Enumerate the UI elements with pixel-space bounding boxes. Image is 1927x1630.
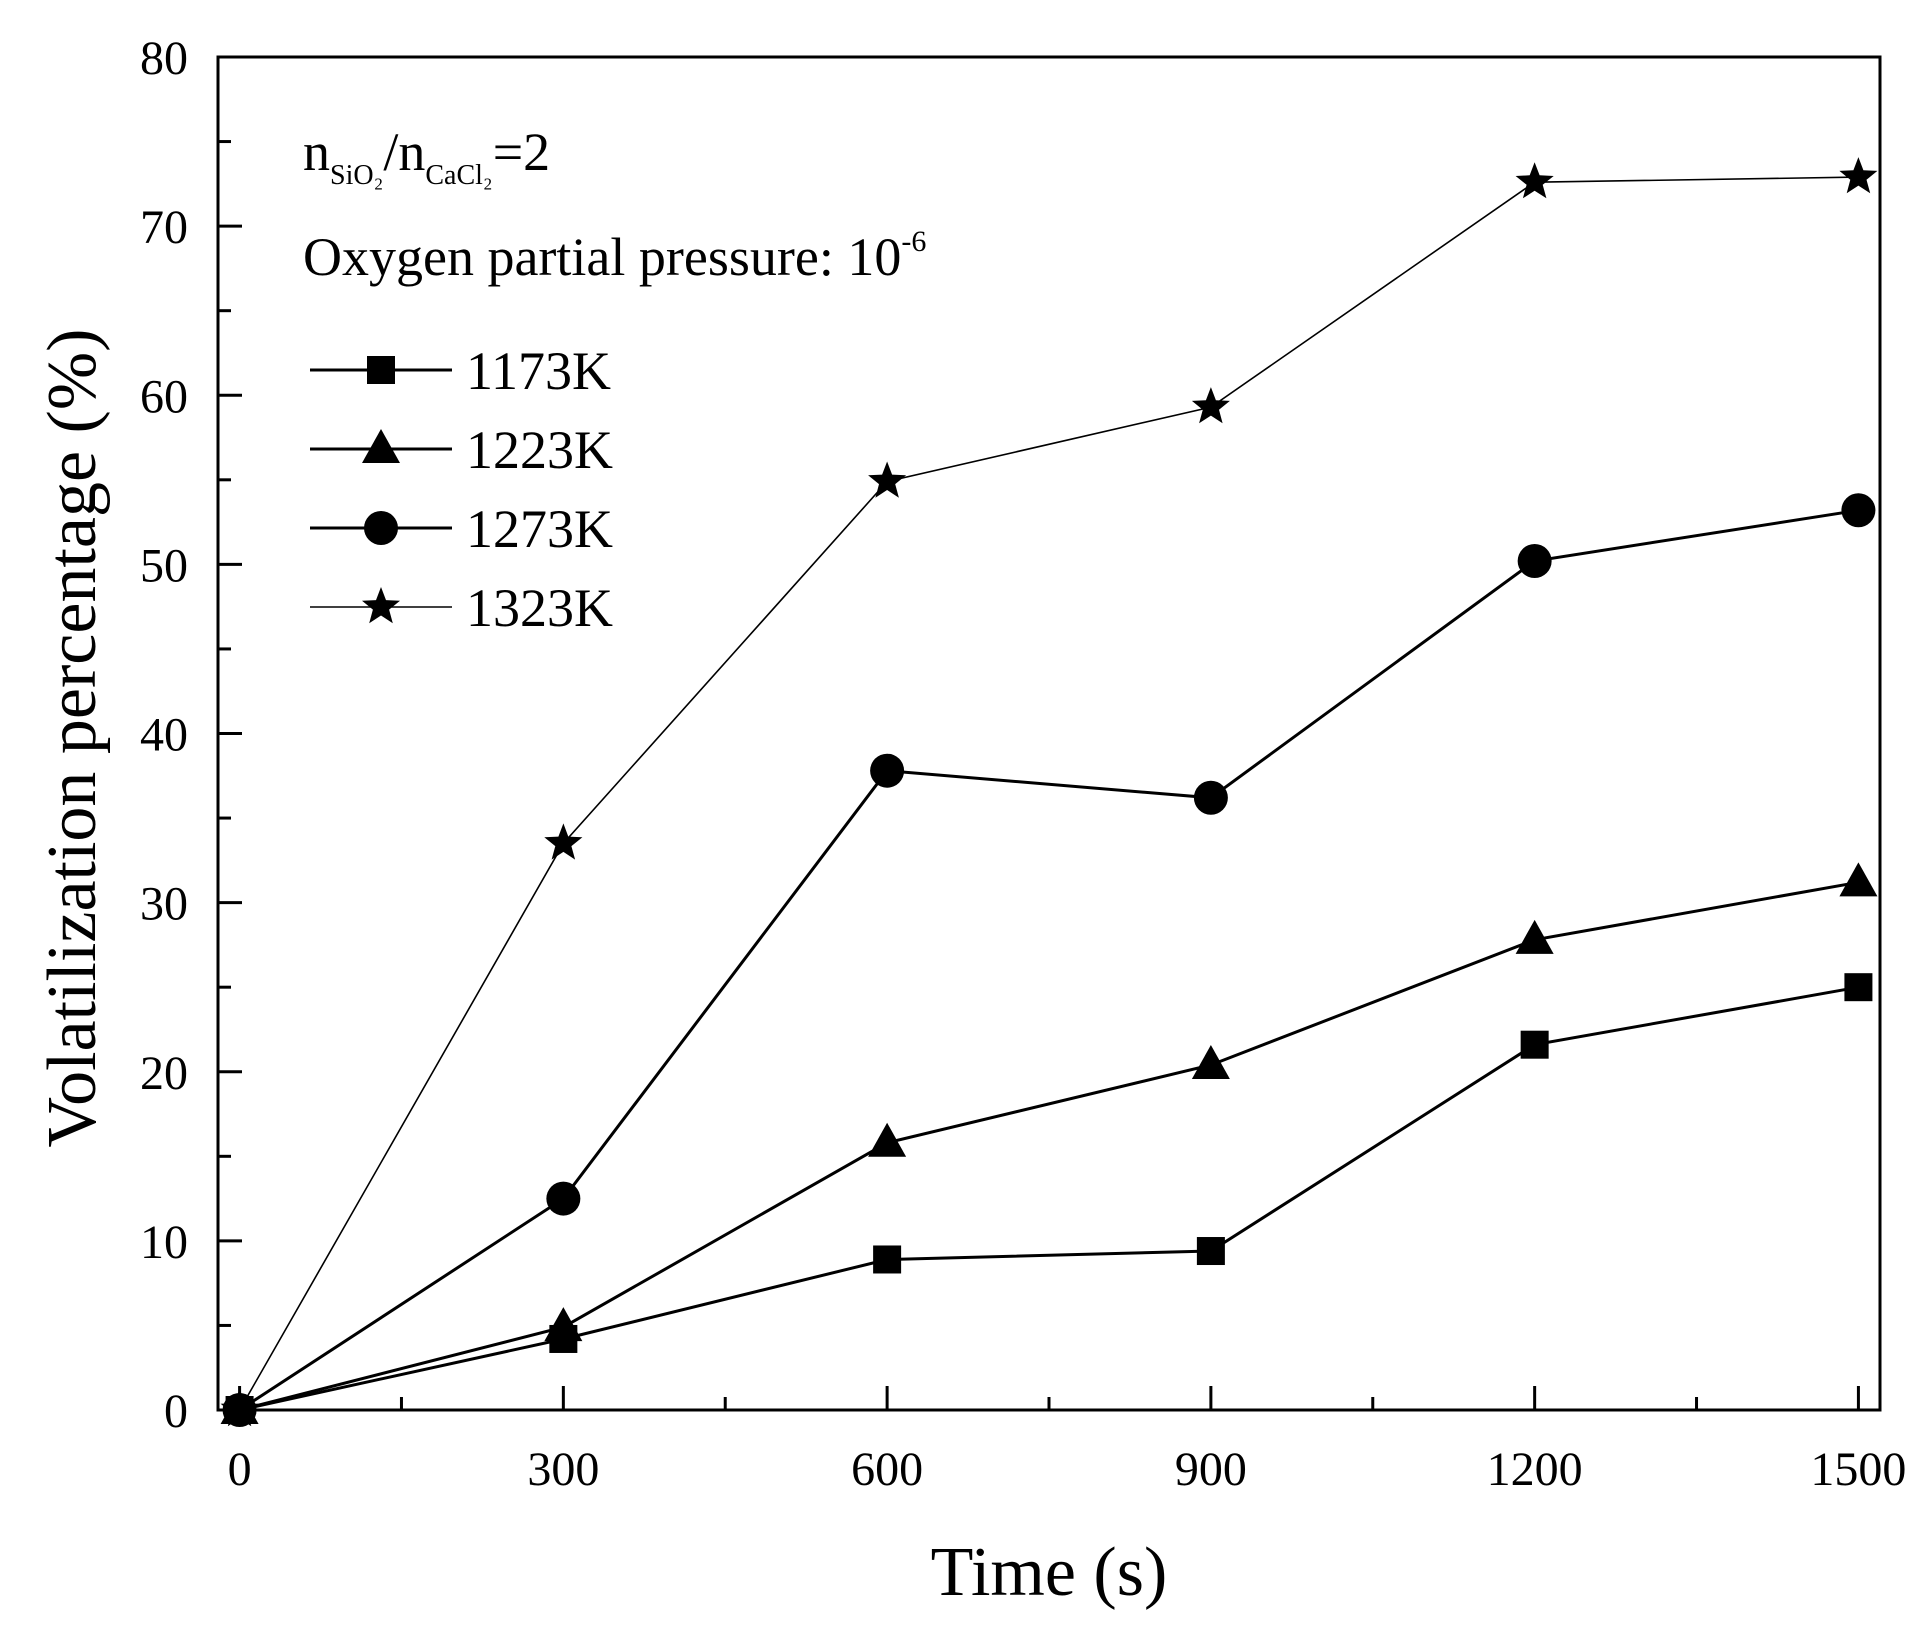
- legend-label: 1223K: [466, 420, 613, 480]
- y-tick-label: 0: [164, 1385, 188, 1438]
- data-point-1223K: [1191, 1044, 1230, 1079]
- series-layer: [220, 157, 1878, 1427]
- data-point-1223K: [1839, 862, 1878, 897]
- y-tick-label: 40: [140, 709, 188, 762]
- data-point-1173K: [873, 1245, 902, 1274]
- data-point-1223K: [1515, 919, 1554, 954]
- data-point-1323K: [1191, 387, 1230, 424]
- data-point-1223K: [868, 1122, 907, 1157]
- data-point-1173K: [1196, 1237, 1225, 1266]
- series-1223K: [220, 862, 1878, 1424]
- series-line-1223K: [239, 880, 1859, 1412]
- y-tick-label: 70: [140, 201, 188, 254]
- legend-label: 1273K: [466, 499, 613, 559]
- legend-item-1173K: 1173K: [310, 341, 611, 401]
- data-point-1173K: [1520, 1030, 1549, 1059]
- series-1273K: [222, 493, 1876, 1427]
- x-tick-labels: 0 300 600 900 1200 1500: [228, 1443, 1907, 1496]
- series-line-1173K: [239, 985, 1859, 1412]
- y-tick-label: 50: [140, 539, 188, 592]
- legend-marker: [362, 587, 400, 624]
- legend-label: 1323K: [466, 578, 613, 638]
- data-point-1323K: [220, 1390, 259, 1427]
- y-axis-title: Volatilization percentage (%): [34, 329, 111, 1148]
- data-point-1323K: [1515, 162, 1554, 199]
- y-tick-label: 60: [140, 370, 188, 423]
- legend-marker: [364, 511, 398, 545]
- data-point-1273K: [546, 1181, 581, 1216]
- data-point-1273K: [1193, 780, 1228, 815]
- legend-item-1223K: 1223K: [310, 420, 613, 480]
- legend-item-1323K: 1323K: [310, 578, 613, 638]
- data-point-1273K: [1517, 543, 1552, 578]
- series-1323K: [220, 157, 1878, 1427]
- y-tick-label: 10: [140, 1216, 188, 1269]
- y-tick-label: 30: [140, 878, 188, 931]
- x-tick-label: 600: [851, 1443, 923, 1496]
- legend-marker: [367, 356, 395, 384]
- data-point-1323K: [868, 461, 907, 498]
- series-1173K: [225, 973, 1873, 1424]
- x-tick-label: 300: [527, 1443, 599, 1496]
- data-point-1173K: [1844, 973, 1873, 1002]
- y-tick-labels: 0 10 20 30 40 50 60 70 80: [140, 32, 188, 1438]
- svg-text:Oxygen partial pressure: 10-6: Oxygen partial pressure: 10-6: [303, 225, 926, 287]
- annotation-pressure: Oxygen partial pressure: 10-6: [303, 225, 926, 287]
- data-point-1223K: [544, 1307, 583, 1342]
- data-point-1273K: [1841, 493, 1876, 528]
- data-point-1323K: [544, 823, 583, 860]
- axis-ticks: [218, 55, 1860, 1412]
- data-point-1273K: [870, 753, 905, 788]
- legend-item-1273K: 1273K: [310, 499, 613, 559]
- x-tick-label: 1500: [1810, 1443, 1906, 1496]
- legend: 1173K 1223K 1273K 1323K: [310, 341, 613, 638]
- x-tick-label: 0: [228, 1443, 252, 1496]
- series-line-1273K: [238, 508, 1859, 1412]
- y-tick-label: 20: [140, 1047, 188, 1100]
- legend-label: 1173K: [466, 341, 611, 401]
- legend-marker: [362, 429, 400, 463]
- x-tick-label: 900: [1175, 1443, 1247, 1496]
- x-tick-label: 1200: [1487, 1443, 1583, 1496]
- x-axis-title: Time (s): [931, 1534, 1168, 1611]
- data-point-1323K: [1839, 157, 1878, 194]
- y-tick-label: 80: [140, 32, 188, 85]
- annotation-ratio: nSiO₂/nCaCl₂=2: [303, 122, 550, 191]
- series-line-1323K: [238, 176, 1859, 1411]
- svg-text:nSiO₂/nCaCl₂=2: nSiO₂/nCaCl₂=2: [303, 122, 550, 191]
